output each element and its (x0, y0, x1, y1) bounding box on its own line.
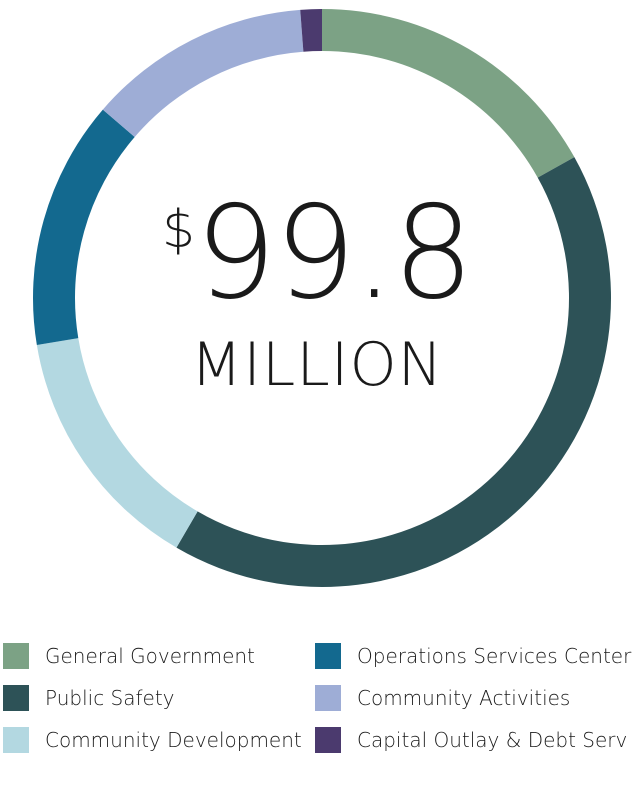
legend-swatch (3, 727, 29, 753)
slice-general-government (322, 9, 575, 178)
legend-item-public-safety: Public Safety (3, 684, 175, 712)
legend-swatch (315, 727, 341, 753)
legend-label: Community Activities (357, 686, 571, 710)
legend-label: Public Safety (45, 686, 175, 710)
legend-swatch (3, 643, 29, 669)
legend-swatch (3, 685, 29, 711)
amount-unit: MILLION (190, 330, 444, 400)
currency-symbol: $ (161, 200, 196, 260)
slice-capital-outlay-debt-serv (300, 9, 322, 52)
legend-item-community-activities: Community Activities (315, 684, 570, 712)
legend-label: General Government (45, 644, 255, 668)
legend: General Government Public Safety Communi… (0, 640, 634, 770)
slice-community-development (36, 338, 198, 548)
legend-swatch (315, 643, 341, 669)
legend-swatch (315, 685, 341, 711)
slice-operations-services-center (32, 109, 135, 346)
legend-label: Operations Services Center (357, 644, 632, 668)
slice-community-activities (102, 9, 304, 137)
legend-label: Capital Outlay & Debt Serv (357, 728, 628, 752)
legend-label: Community Development (45, 728, 302, 752)
donut-chart (32, 9, 612, 588)
total-amount: $99.8 (0, 190, 634, 318)
legend-item-operations-services-center: Operations Services Center (315, 642, 631, 670)
legend-item-capital-outlay-debt-service: Capital Outlay & Debt Serv (315, 726, 627, 754)
legend-item-community-development: Community Development (3, 726, 302, 754)
amount-value: 99.8 (195, 179, 474, 328)
slice-public-safety (176, 157, 612, 588)
legend-item-general-government: General Government (3, 642, 255, 670)
